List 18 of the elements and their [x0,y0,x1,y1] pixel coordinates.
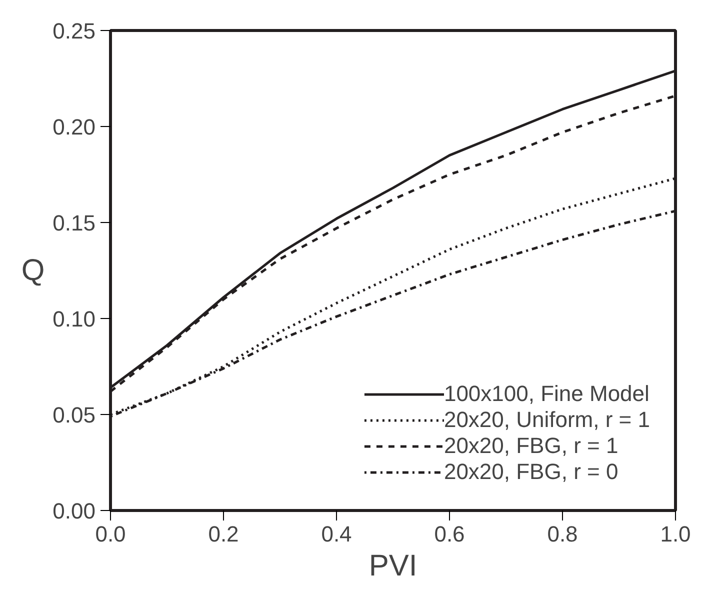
y-tick-label: 0.15 [52,210,96,236]
legend-label: 20x20, FBG, r = 1 [444,433,618,459]
y-axis-title: Q [21,254,45,287]
x-tick-label: 1.0 [660,522,691,546]
y-tick-label: 0.05 [52,402,96,428]
legend-label: 20x20, FBG, r = 0 [444,459,618,485]
x-tick-label: 0.8 [547,522,578,546]
x-tick-label: 0.0 [95,522,126,546]
x-tick-label: 0.2 [208,522,239,546]
legend-label: 100x100, Fine Model [444,381,650,407]
y-tick-label: 0.00 [52,498,96,524]
y-tick-label: 0.25 [52,18,96,44]
x-axis-title: PVI [368,550,418,582]
x-tick-label: 0.6 [434,522,465,546]
legend-label: 20x20, Uniform, r = 1 [444,407,650,433]
x-tick-label: 0.4 [321,522,352,546]
y-tick-label: 0.20 [52,114,96,140]
y-tick-label: 0.10 [52,306,96,332]
